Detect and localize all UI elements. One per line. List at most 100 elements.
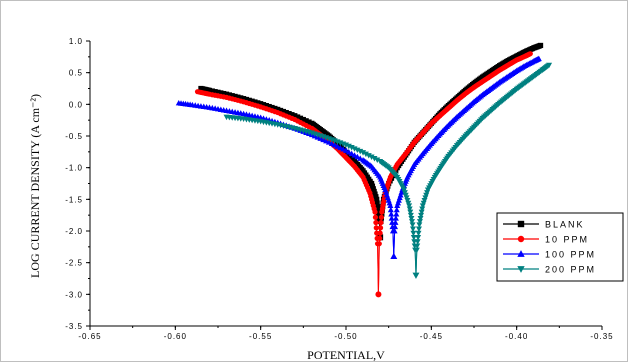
legend-label: 100 PPM: [545, 250, 596, 260]
data-point: [378, 214, 385, 220]
series-10-ppm: [194, 51, 533, 298]
data-point: [392, 223, 399, 230]
y-tick-label: -1.0: [65, 164, 83, 173]
data-point: [387, 206, 394, 213]
data-point: [277, 107, 284, 114]
data-point: [303, 118, 309, 124]
data-point: [370, 186, 376, 192]
data-point: [535, 55, 542, 62]
data-point: [418, 209, 425, 216]
data-point: [275, 106, 281, 112]
data-point: [376, 241, 382, 247]
data-point: [266, 103, 272, 110]
data-point: [252, 99, 258, 105]
data-point: [295, 114, 301, 120]
data-point: [369, 183, 376, 189]
x-tick-label: -0.45: [420, 332, 443, 341]
data-point: [206, 87, 213, 93]
data-point: [373, 219, 379, 226]
data-point: [406, 206, 413, 212]
data-point: [371, 188, 377, 195]
series-layer: [175, 42, 553, 298]
data-point: [372, 214, 379, 220]
data-point: [414, 243, 421, 249]
x-tick-label: -0.35: [590, 332, 613, 341]
y-tick-label: -1.5: [65, 195, 83, 204]
data-point: [286, 111, 292, 117]
data-point: [372, 191, 378, 197]
data-point: [374, 200, 380, 206]
data-point: [410, 230, 417, 237]
y-tick-label: -3.0: [65, 290, 83, 299]
data-point: [226, 92, 232, 98]
data-point: [415, 226, 422, 233]
x-tick-label: -0.65: [78, 332, 101, 341]
data-point: [409, 219, 415, 225]
data-point: [229, 93, 235, 99]
data-point: [391, 227, 398, 234]
data-point: [372, 209, 378, 215]
data-point: [374, 204, 381, 210]
data-point: [371, 156, 378, 162]
data-point: [375, 207, 381, 214]
data-point: [377, 225, 384, 231]
data-point: [409, 222, 416, 228]
data-point: [409, 226, 416, 233]
data-point: [546, 62, 553, 69]
data-point: [209, 88, 215, 94]
data-point: [235, 94, 241, 100]
data-point: [223, 91, 230, 97]
y-tick-label: -0.5: [65, 132, 83, 141]
data-point: [406, 203, 413, 209]
data-point: [289, 112, 295, 118]
data-point: [238, 95, 244, 101]
data-point: [416, 219, 423, 225]
legend-marker: [517, 220, 525, 228]
corrosion-point: [375, 291, 382, 298]
y-tick-label: 1.0: [69, 37, 83, 46]
data-point: [221, 90, 227, 97]
data-point: [300, 116, 306, 123]
legend-label: 10 PPM: [545, 235, 589, 245]
data-point: [374, 157, 381, 163]
data-point: [388, 210, 395, 217]
data-point: [255, 100, 261, 106]
data-point: [537, 42, 544, 49]
x-tick-label: -0.60: [164, 332, 187, 341]
legend-label: 200 PPM: [545, 265, 596, 275]
x-tick-label: -0.40: [505, 332, 528, 341]
data-point: [232, 93, 238, 100]
data-point: [388, 215, 395, 221]
data-point: [218, 90, 224, 96]
data-point: [368, 154, 375, 161]
data-point: [415, 234, 422, 241]
data-point: [378, 219, 384, 226]
data-point: [414, 239, 421, 245]
series-tail: [415, 249, 418, 276]
data-point: [260, 102, 267, 108]
data-point: [393, 206, 400, 213]
data-point: [416, 222, 423, 228]
data-point: [280, 108, 287, 115]
data-point: [373, 194, 379, 200]
series-200-ppm: [223, 62, 553, 279]
data-point: [272, 105, 278, 112]
axes: -0.65 -0.60 -0.55 -0.50 -0.45 -0.40 -0.35 -3.5 -…: [65, 37, 613, 341]
data-point: [369, 180, 375, 187]
x-axis-label: POTENTIAL,V: [307, 348, 385, 361]
data-point: [212, 89, 218, 95]
corrosion-point: [390, 252, 398, 260]
data-point: [377, 230, 383, 236]
data-point: [243, 96, 250, 103]
data-point: [365, 153, 372, 159]
data-point: [527, 51, 533, 57]
data-point: [297, 115, 304, 121]
corrosion-point: [412, 272, 420, 279]
x-tick-label: -0.50: [334, 332, 357, 341]
data-point: [419, 206, 426, 212]
data-point: [392, 219, 399, 225]
legend-marker: [517, 235, 525, 243]
legend-label: BLANK: [545, 220, 585, 230]
